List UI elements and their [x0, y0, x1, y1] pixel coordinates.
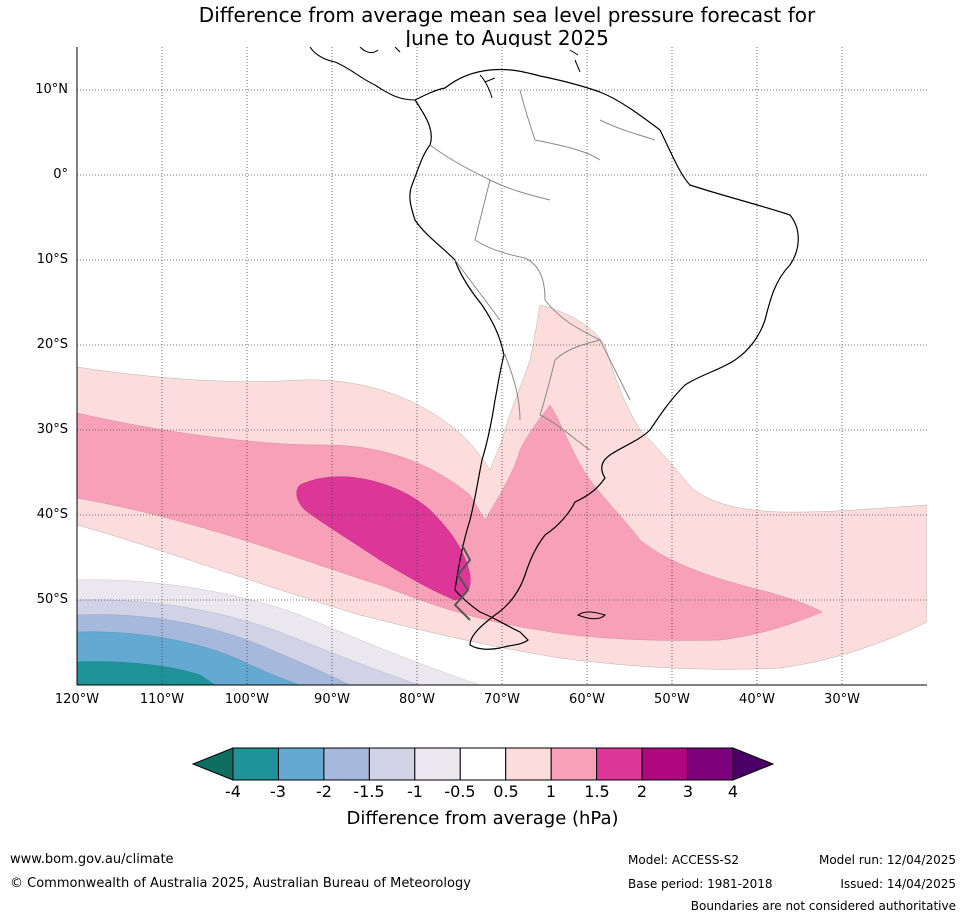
model-run-date: Model run: 12/04/2025	[818, 853, 956, 867]
colorbar-tick: 0.5	[493, 782, 519, 801]
caribbean-coastline	[479, 49, 581, 99]
colorbar-bin	[459, 747, 507, 781]
website-link[interactable]: www.bom.gov.au/climate	[10, 852, 174, 867]
lat-label: 10°N	[35, 82, 68, 97]
copyright-text: © Commonwealth of Australia 2025, Austra…	[10, 876, 471, 891]
central-america-coastline	[309, 47, 416, 101]
contour-pos-1	[77, 404, 823, 641]
colorbar-bin	[505, 747, 552, 781]
colorbar-tick: -3	[270, 782, 286, 801]
lon-label: 60°W	[569, 692, 605, 707]
colorbar-tick: -4	[225, 782, 241, 801]
map-area	[77, 47, 927, 685]
lon-label: 80°W	[399, 692, 435, 707]
colorbar-tick: 4	[727, 782, 739, 801]
colorbar-bin	[323, 747, 370, 781]
colorbar-bin	[687, 747, 734, 781]
lon-label: 70°W	[484, 692, 520, 707]
map-title: Difference from average mean sea level p…	[0, 4, 965, 50]
colorbar-bin	[596, 747, 643, 781]
colorbar-label: Difference from average (hPa)	[346, 808, 619, 829]
colorbar-tick: -2	[316, 782, 332, 801]
lon-label: 120°W	[54, 692, 100, 707]
contour-neg-3	[77, 661, 216, 685]
lat-label: 10°S	[36, 252, 68, 267]
lon-label: 40°W	[739, 692, 775, 707]
lon-label: 110°W	[139, 692, 185, 707]
colorbar-bin	[550, 747, 598, 781]
colorbar-tick: -1.5	[353, 782, 385, 801]
colorbar-tick: 2	[636, 782, 648, 801]
lat-label: 0°	[53, 167, 68, 182]
colorbar-bins	[232, 747, 734, 781]
colorbar-tick: -0.5	[444, 782, 476, 801]
lat-label: 50°S	[36, 592, 68, 607]
title-line-2: June to August 2025	[405, 26, 609, 50]
colorbar-tick: 1.5	[584, 782, 610, 801]
lat-label: 30°S	[36, 422, 68, 437]
colorbar-over-triangle	[732, 747, 775, 781]
colorbar-bin	[641, 747, 689, 781]
lon-label: 100°W	[224, 692, 270, 707]
falklands-coastline	[576, 611, 606, 620]
colorbar-bin	[368, 747, 416, 781]
lon-label: 30°W	[824, 692, 860, 707]
country-borders	[429, 89, 656, 451]
south-america-coastline	[409, 68, 799, 650]
base-period: Base period: 1981-2018	[628, 877, 773, 891]
lat-label: 40°S	[36, 507, 68, 522]
lon-label: 50°W	[654, 692, 690, 707]
chile-fjords	[453, 544, 472, 621]
boundaries-disclaimer: Boundaries are not considered authoritat…	[690, 899, 956, 913]
lon-label: 90°W	[314, 692, 350, 707]
colorbar-bin	[277, 747, 325, 781]
colorbar-bin	[232, 747, 279, 781]
graticule	[77, 47, 927, 685]
lat-label: 20°S	[36, 337, 68, 352]
colorbar-tick: 1	[545, 782, 557, 801]
model-name: Model: ACCESS-S2	[628, 853, 740, 867]
colorbar-tick: -1	[407, 782, 423, 801]
colorbar-bin	[414, 747, 461, 781]
colorbar-under-triangle	[191, 747, 234, 781]
issued-date: Issued: 14/04/2025	[840, 877, 956, 891]
colorbar-tick: 3	[682, 782, 694, 801]
title-line-1: Difference from average mean sea level p…	[198, 3, 816, 27]
